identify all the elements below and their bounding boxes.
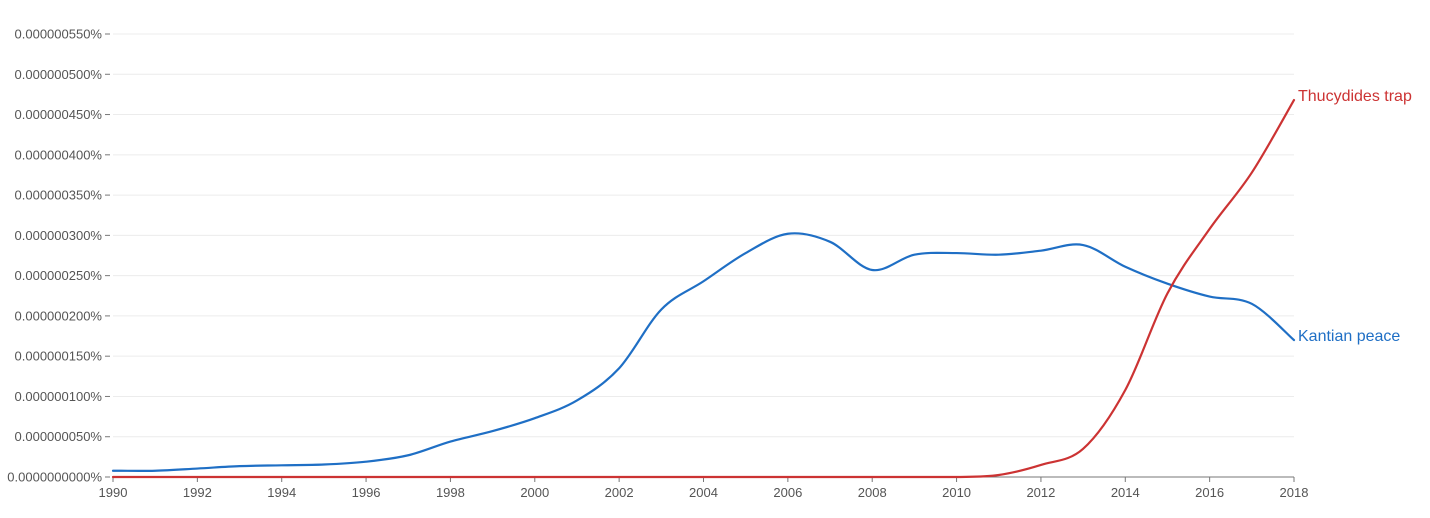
- y-tick-label: 0.000000150%: [15, 349, 103, 364]
- x-tick-label: 1998: [436, 485, 465, 500]
- y-tick-label: 0.000000250%: [15, 268, 103, 283]
- series-label-thucydides-trap: Thucydides trap: [1298, 88, 1412, 105]
- y-tick-label: 0.000000300%: [15, 228, 103, 243]
- x-tick-label: 2018: [1280, 485, 1309, 500]
- x-tick-label: 2016: [1195, 485, 1224, 500]
- x-tick-label: 2002: [605, 485, 634, 500]
- x-tick-label: 2000: [520, 485, 549, 500]
- x-tick-label: 2010: [942, 485, 971, 500]
- y-tick-label: 0.000000400%: [15, 147, 103, 162]
- series-line-thucydides-trap: [111, 98, 1296, 479]
- x-axis: 1990 1992 1994 1996 1998 2000 2002 2004 2006 2008…: [99, 476, 1309, 500]
- y-axis: 0.0000000000% 0.000000050% 0.000000100% 0.0…: [7, 27, 110, 485]
- x-tick-label: 2014: [1111, 485, 1140, 500]
- x-tick-label: 1994: [267, 485, 296, 500]
- x-tick-label: 1992: [183, 485, 212, 500]
- x-tick-label: 2006: [773, 485, 802, 500]
- x-tick-label: 2008: [858, 485, 887, 500]
- grid-lines: [113, 33, 1294, 438]
- y-tick-label: 0.000000100%: [15, 389, 103, 404]
- x-tick-label: 2004: [689, 485, 718, 500]
- y-tick-label: 0.000000500%: [15, 67, 103, 82]
- series-lines: [111, 98, 1296, 479]
- y-tick-label: 0.000000450%: [15, 107, 103, 122]
- y-tick-label: 0.000000050%: [15, 429, 103, 444]
- y-tick-label: 0.000000550%: [15, 27, 103, 42]
- series-line-kantian-peace: [111, 232, 1296, 472]
- x-tick-label: 1996: [352, 485, 381, 500]
- y-tick-label: 0.000000350%: [15, 188, 103, 203]
- series-label-kantian-peace: Kantian peace: [1298, 328, 1400, 345]
- y-tick-label: 0.0000000000%: [7, 470, 102, 485]
- y-tick-label: 0.000000200%: [15, 308, 103, 323]
- x-tick-label: 1990: [99, 485, 128, 500]
- x-tick-label: 2012: [1026, 485, 1055, 500]
- series-end-labels: Kantian peace Thucydides trap: [1298, 88, 1412, 345]
